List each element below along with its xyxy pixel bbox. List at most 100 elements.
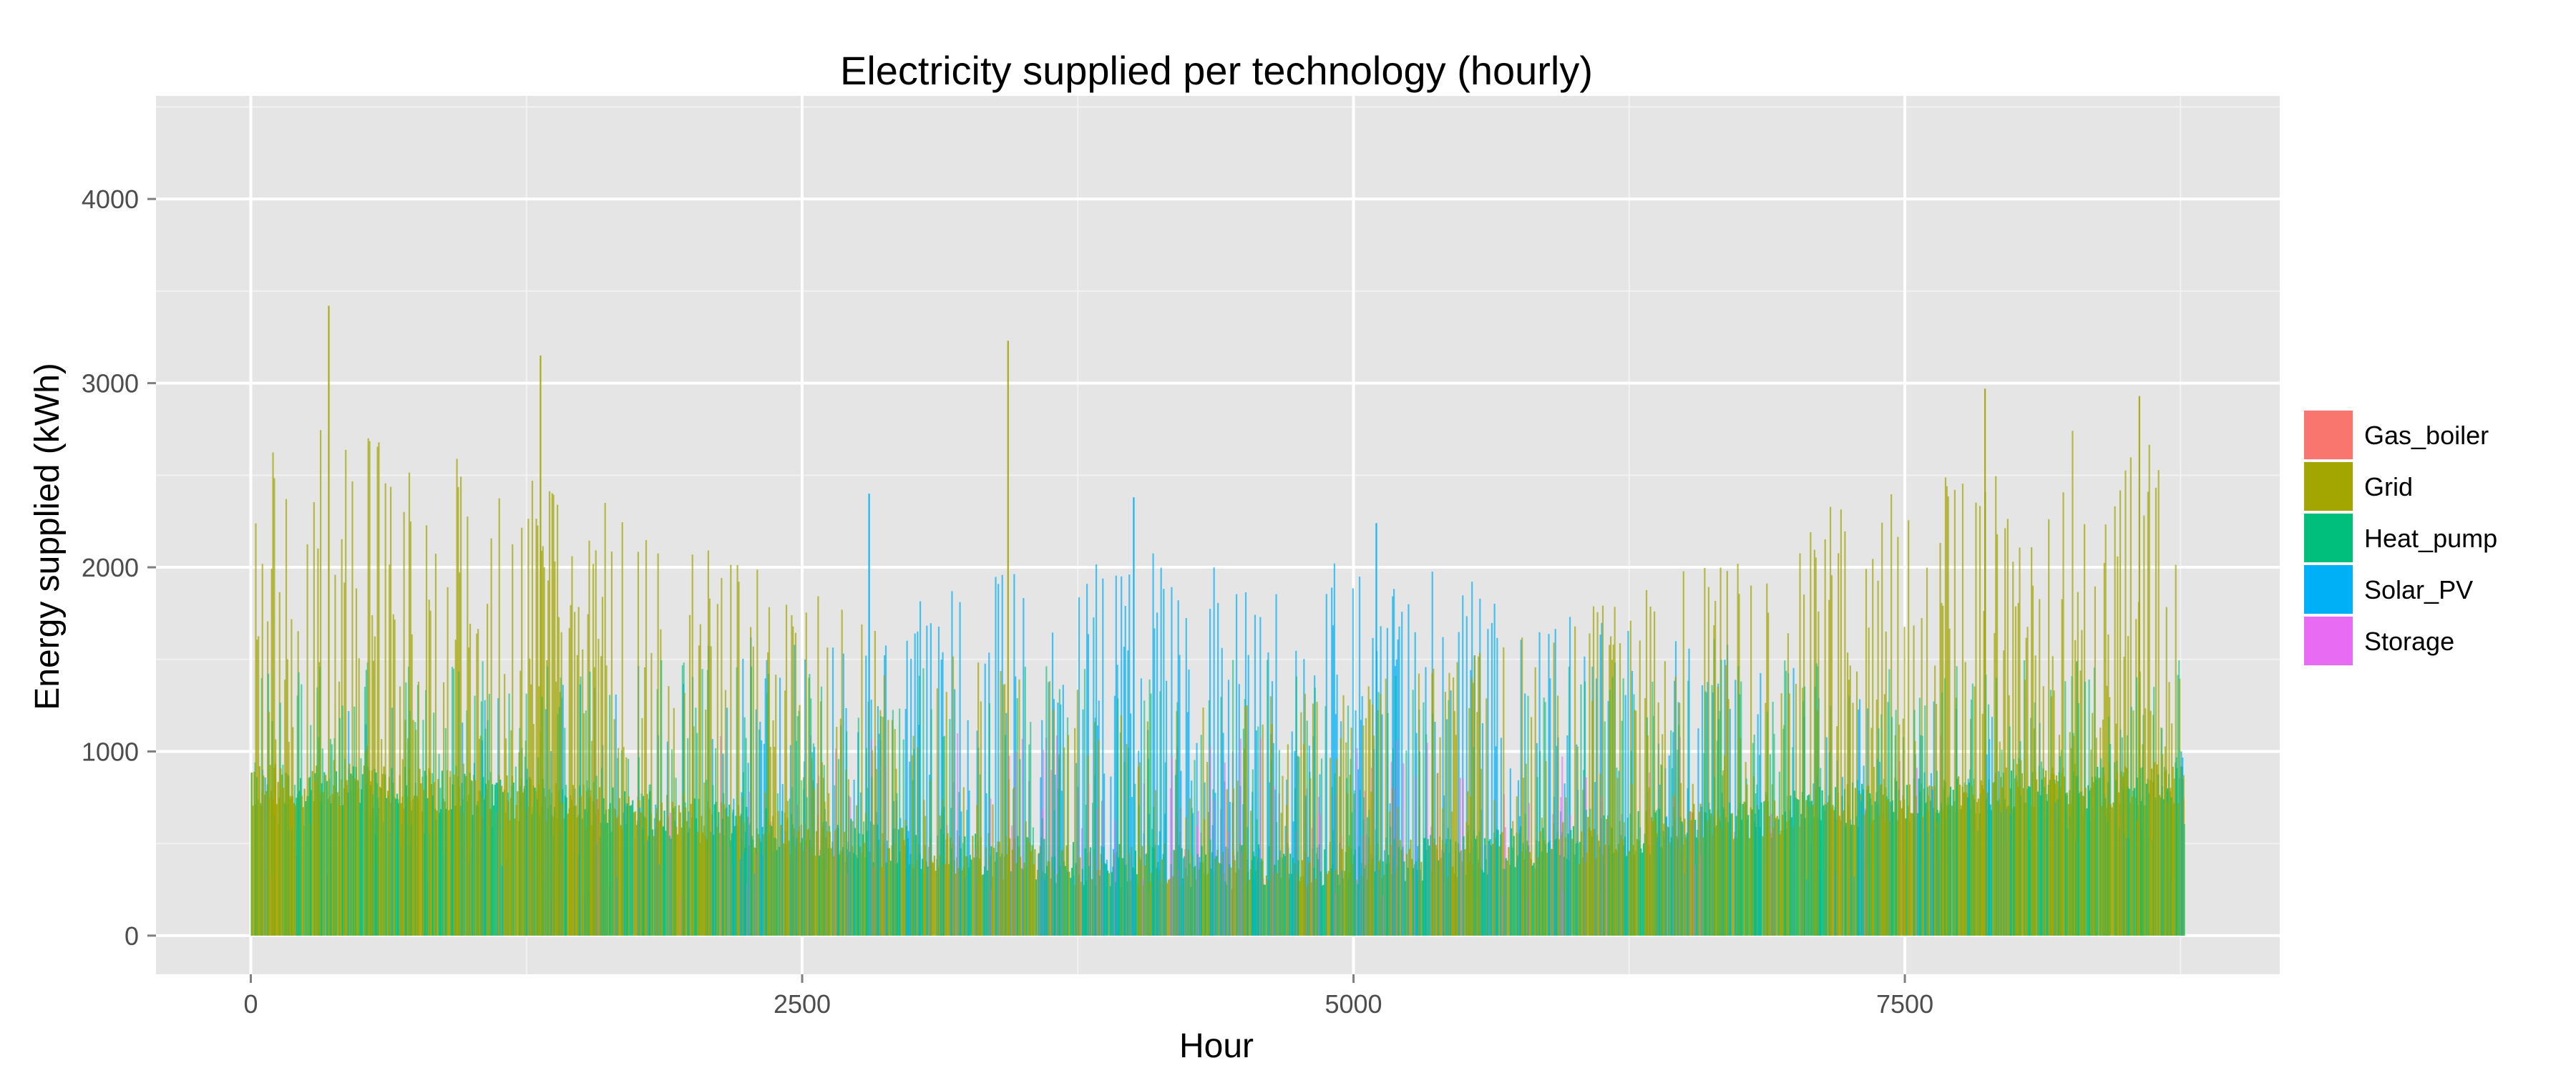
bar-grid — [261, 564, 263, 936]
bar-grid — [1120, 715, 1122, 936]
bar-grid — [785, 604, 788, 936]
bar-grid — [1890, 494, 1893, 936]
bar-solar-pv — [1254, 614, 1257, 936]
bar-solar-pv — [1665, 816, 1668, 936]
bar-grid — [292, 727, 294, 936]
bar-solar-pv — [1118, 857, 1120, 936]
x-tick-label: 2500 — [774, 989, 831, 1019]
bar-grid — [1614, 607, 1616, 936]
bar-solar-pv — [1060, 704, 1062, 936]
bar-grid — [273, 478, 275, 936]
bar-grid — [1748, 838, 1751, 936]
bar-grid — [1899, 800, 1901, 936]
bar-grid — [1007, 340, 1009, 936]
bar-grid — [2131, 797, 2133, 936]
bar-heat-pump — [1306, 720, 1308, 936]
bar-grid — [2050, 696, 2052, 936]
bar-grid — [1232, 788, 1235, 936]
bar-heat-pump — [1427, 838, 1429, 936]
bar-grid — [1838, 815, 1840, 936]
bar-solar-pv — [1199, 857, 1201, 936]
bar-heat-pump — [1729, 813, 1732, 936]
bar-heat-pump — [1089, 847, 1092, 936]
bar-solar-pv — [1707, 682, 1709, 936]
bar-heat-pump — [1297, 860, 1299, 936]
bar-solar-pv — [739, 859, 741, 936]
bar-grid — [610, 551, 613, 936]
bar-solar-pv — [1465, 616, 1468, 936]
bar-grid — [1996, 534, 1999, 936]
legend: Gas_boiler Grid Heat_pump Solar_PV Storage — [2302, 408, 2497, 667]
bar-grid — [460, 476, 462, 936]
bar-grid — [595, 550, 597, 936]
chart-title: Electricity supplied per technology (hou… — [840, 48, 1593, 93]
bar-grid — [1576, 746, 1579, 936]
bar-grid — [1023, 862, 1025, 936]
bar-grid — [1460, 850, 1462, 936]
bar-grid — [1690, 820, 1692, 936]
bar-solar-pv — [1247, 655, 1249, 936]
bar-grid — [874, 630, 877, 936]
bar-heat-pump — [299, 778, 302, 936]
bar-heat-pump — [986, 870, 988, 936]
bar-grid — [1888, 798, 1890, 936]
bar-heat-pump — [1123, 762, 1126, 936]
bar-grid — [465, 775, 467, 936]
bar-grid — [957, 868, 960, 936]
bar-grid — [593, 667, 595, 936]
bar-solar-pv — [2006, 808, 2008, 936]
bar-grid — [495, 813, 498, 936]
bar-grid — [1768, 815, 1770, 936]
bar-solar-pv — [545, 709, 547, 936]
bar-solar-pv — [964, 876, 967, 936]
bar-heat-pump — [1148, 679, 1151, 936]
bar-solar-pv — [1140, 678, 1143, 936]
bar-grid — [821, 762, 824, 936]
bar-grid — [1262, 724, 1264, 936]
bar-grid — [1271, 724, 1273, 936]
bar-grid — [863, 842, 865, 936]
bar-grid — [1679, 783, 1682, 936]
bar-heat-pump — [1483, 872, 1485, 936]
bar-grid — [688, 614, 691, 936]
bar-heat-pump — [1793, 790, 1795, 936]
bar-grid — [1726, 571, 1728, 936]
bar-grid — [417, 681, 420, 936]
bar-heat-pump — [1145, 853, 1147, 936]
bar-storage — [1364, 790, 1366, 936]
bar-heat-pump — [1687, 680, 1689, 936]
bar-heat-pump — [1038, 853, 1040, 936]
bar-grid — [1365, 717, 1367, 936]
bar-solar-pv — [1688, 648, 1690, 936]
bar-solar-pv — [1360, 720, 1362, 936]
bar-heat-pump — [395, 798, 397, 936]
bar-grid — [2045, 770, 2047, 936]
bar-grid — [2048, 519, 2050, 936]
bar-grid — [1898, 724, 1901, 936]
bar-heat-pump — [452, 784, 454, 936]
bar-grid — [1265, 875, 1268, 936]
bar-grid — [1826, 802, 1829, 936]
bar-grid — [487, 604, 489, 936]
bar-solar-pv — [1774, 820, 1776, 936]
bar-heat-pump — [1267, 660, 1269, 936]
bar-solar-pv — [1110, 776, 1112, 936]
bar-heat-pump — [914, 835, 917, 936]
bar-storage — [1171, 758, 1173, 936]
bar-solar-pv — [1213, 567, 1215, 936]
bar-heat-pump — [1045, 666, 1048, 936]
bar-storage — [1414, 776, 1417, 936]
bar-grid — [1327, 871, 1330, 936]
bar-solar-pv — [1165, 680, 1168, 936]
bar-heat-pump — [1720, 660, 1722, 936]
bar-grid — [1662, 734, 1664, 936]
bar-grid — [1473, 655, 1475, 936]
bar-heat-pump — [1418, 751, 1420, 936]
bar-grid — [2072, 431, 2074, 936]
bar-heat-pump — [1118, 843, 1121, 936]
bar-grid — [551, 493, 553, 936]
bar-grid — [474, 780, 477, 936]
bar-grid — [875, 769, 877, 936]
bar-solar-pv — [1496, 637, 1498, 936]
bar-heat-pump — [512, 782, 514, 936]
